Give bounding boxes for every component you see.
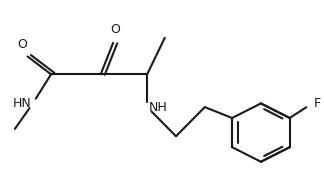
Text: F: F — [314, 97, 321, 110]
Text: HN: HN — [12, 97, 31, 110]
Text: NH: NH — [149, 101, 168, 114]
Text: O: O — [110, 23, 120, 36]
Text: O: O — [17, 38, 27, 51]
